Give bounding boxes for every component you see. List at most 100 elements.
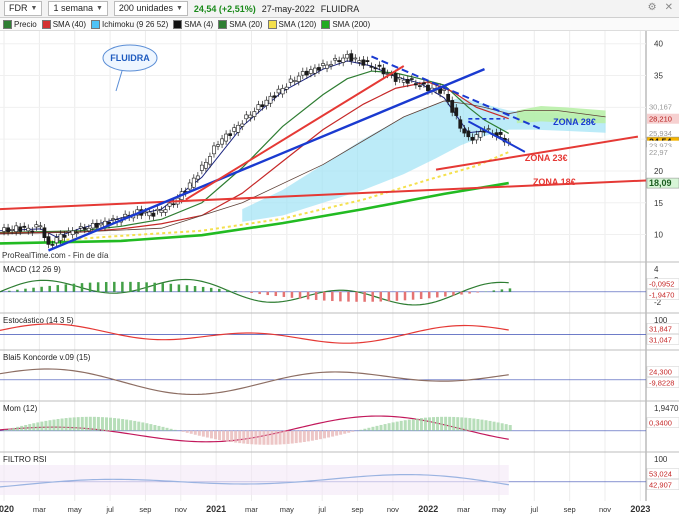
candle-body <box>401 79 406 83</box>
candle-body <box>171 203 176 206</box>
candle-body <box>30 230 35 233</box>
mom-area-bar <box>76 417 80 431</box>
panel-badge-label: -1,9470 <box>649 291 674 300</box>
candle-body <box>42 227 47 238</box>
legend-label: Ichimoku (9 26 52) <box>102 19 169 29</box>
mom-area-bar <box>371 426 375 431</box>
mom-area-bar <box>427 417 431 431</box>
macd-histogram-bar <box>24 288 27 292</box>
macd-histogram-bar <box>8 290 11 292</box>
instrument-name: FLUIDRA <box>320 3 360 14</box>
mom-area-bar <box>258 430 262 445</box>
mom-area-bar <box>189 430 193 434</box>
price-chart[interactable]: 2020 mar may jul sep nov 2021 mar may jul sep nov 20… <box>0 31 679 515</box>
x-tick-label: may <box>280 505 294 514</box>
price-badge-label: 30,167 <box>649 102 672 111</box>
legend-item[interactable]: Ichimoku (9 26 52) <box>91 19 169 29</box>
mom-area-bar <box>432 417 436 431</box>
candle-body <box>216 144 220 147</box>
mom-area-bar <box>290 430 294 444</box>
candle-body <box>353 57 358 60</box>
candle-body <box>381 67 386 75</box>
mom-area-bar <box>379 424 383 431</box>
panel-badge <box>646 278 679 289</box>
x-tick-label: sep <box>564 505 576 514</box>
candle-body <box>50 244 55 246</box>
candle-body <box>474 134 479 141</box>
macd-histogram-bar <box>500 289 504 292</box>
macd-histogram-bar <box>266 291 269 296</box>
period-selector[interactable]: 1 semana ▼ <box>48 1 108 16</box>
candle-body <box>377 64 382 67</box>
candle-body <box>329 64 333 67</box>
mom-area-bar <box>407 419 411 431</box>
mom-area-bar <box>484 420 488 431</box>
candle-body <box>252 111 257 117</box>
candle-body <box>46 236 51 245</box>
candle-body <box>264 99 269 106</box>
mom-area-bar <box>104 417 108 431</box>
mom-area-bar <box>286 430 290 444</box>
mom-area-bar <box>92 416 96 431</box>
zona18-label: ZONA 18€ <box>533 177 576 187</box>
series-line <box>0 100 606 235</box>
mom-area-bar <box>347 430 351 433</box>
candle-body <box>22 225 27 228</box>
legend-item[interactable]: SMA (200) <box>321 19 370 29</box>
candle-body <box>62 234 67 238</box>
mom-area-bar <box>282 430 286 445</box>
x-tick-label: may <box>492 505 506 514</box>
panel-badge-label: 31,847 <box>649 324 672 333</box>
mom-area-bar <box>84 416 88 431</box>
legend-swatch <box>3 19 12 29</box>
macd-histogram-bar <box>16 289 19 292</box>
panel-tick-label: -2 <box>654 298 662 307</box>
candle-body <box>442 88 447 91</box>
price-badge-label: 22,97 <box>649 148 668 157</box>
macd-histogram-bar <box>145 282 148 292</box>
mom-area-bar <box>419 418 423 431</box>
candle-body <box>345 53 350 59</box>
mom-area-bar <box>468 418 472 431</box>
macd-histogram-bar <box>80 283 84 292</box>
panel-tick-label: 100 <box>654 316 668 325</box>
legend-item[interactable]: SMA (120) <box>267 19 317 29</box>
candle-body <box>409 78 414 80</box>
macd-histogram-bar <box>508 288 512 292</box>
mom-area-bar <box>197 430 201 436</box>
macd-histogram-bar <box>218 288 221 292</box>
legend-item[interactable]: SMA (40) <box>41 19 86 29</box>
units-selector[interactable]: 200 unidades ▼ <box>113 1 188 16</box>
panel-tick-label: 100 <box>654 455 668 464</box>
mom-area-bar <box>359 429 363 431</box>
mom-area-bar <box>52 419 56 431</box>
candle-body <box>82 227 87 230</box>
mom-area-bar <box>80 416 84 431</box>
fluidra-callout <box>102 44 158 72</box>
panel-badge-label: 42,907 <box>649 481 672 490</box>
panel-title: Estocástico (14 3 5) <box>3 316 74 325</box>
mom-area-bar <box>157 425 161 431</box>
close-icon[interactable]: ✕ <box>664 2 673 13</box>
legend-item[interactable]: SMA (4) <box>173 19 213 29</box>
legend-label: SMA (120) <box>278 19 317 29</box>
symbol-selector[interactable]: FDR ▼ <box>4 1 43 16</box>
legend-item[interactable]: SMA (20) <box>218 19 263 29</box>
legend-item[interactable]: Precio <box>3 19 37 29</box>
mom-area-bar <box>488 420 492 431</box>
mom-area-bar <box>28 424 32 431</box>
mom-area-bar <box>121 419 125 431</box>
panel-badge-label: 53,024 <box>649 470 672 479</box>
price-badge <box>647 101 679 112</box>
mom-area-bar <box>36 422 40 431</box>
mom-area-bar <box>242 430 246 444</box>
mom-area-bar <box>363 428 367 431</box>
mom-area-bar <box>250 430 254 445</box>
candle-body <box>236 124 241 133</box>
candle-body <box>34 224 39 228</box>
mom-area-bar <box>480 419 484 431</box>
settings-icon[interactable]: ⚙ <box>647 2 657 13</box>
candle-body <box>167 202 172 207</box>
macd-histogram-bar <box>476 291 479 293</box>
macd-histogram-bar <box>306 291 310 300</box>
